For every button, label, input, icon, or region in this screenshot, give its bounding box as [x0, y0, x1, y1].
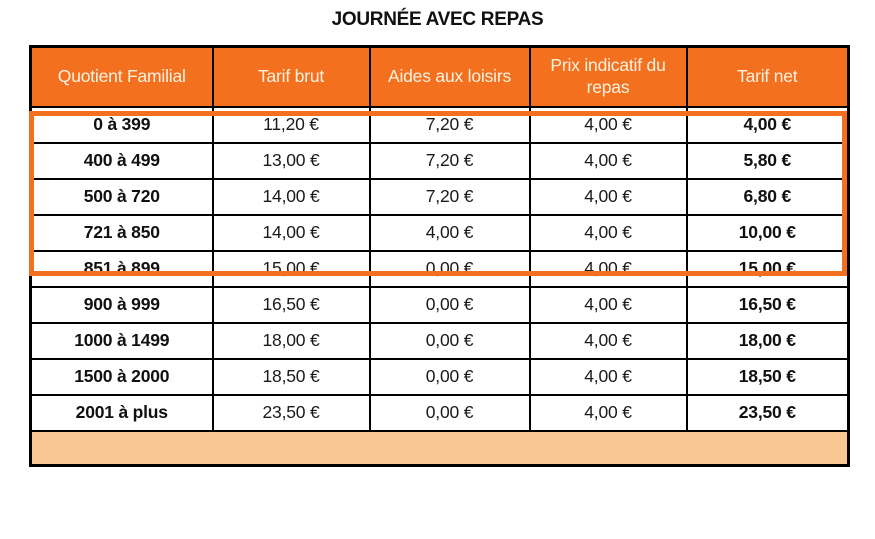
cell-prix-repas: 4,00 € [528, 321, 688, 360]
column-header-prix-repas: Prix indicatif du repas [528, 45, 688, 108]
cell-tarif-net: 10,00 € [685, 213, 850, 252]
table-row: 851 à 899 15,00 € 0,00 € 4,00 € 15,00 € [29, 249, 850, 288]
cell-quotient-familial: 721 à 850 [29, 213, 214, 252]
cell-aides-loisirs: 7,20 € [368, 141, 531, 180]
table-row: 400 à 499 13,00 € 7,20 € 4,00 € 5,80 € [29, 141, 850, 180]
cell-tarif-net: 16,50 € [685, 285, 850, 324]
tariff-table: Quotient Familial Tarif brut Aides aux l… [29, 45, 850, 467]
table-row: 0 à 399 11,20 € 7,20 € 4,00 € 4,00 € [29, 105, 850, 144]
cell-tarif-net: 18,50 € [685, 357, 850, 396]
column-header-aides-loisirs: Aides aux loisirs [368, 45, 531, 108]
cell-tarif-net: 23,50 € [685, 393, 850, 432]
cell-aides-loisirs: 0,00 € [368, 357, 531, 396]
table-body: 0 à 399 11,20 € 7,20 € 4,00 € 4,00 € 400… [29, 105, 850, 432]
cell-tarif-brut: 15,00 € [211, 249, 371, 288]
cell-quotient-familial: 900 à 999 [29, 285, 214, 324]
table-row: 900 à 999 16,50 € 0,00 € 4,00 € 16,50 € [29, 285, 850, 324]
cell-tarif-brut: 23,50 € [211, 393, 371, 432]
footer-row [29, 429, 850, 467]
table-row: 721 à 850 14,00 € 4,00 € 4,00 € 10,00 € [29, 213, 850, 252]
cell-tarif-brut: 13,00 € [211, 141, 371, 180]
cell-aides-loisirs: 7,20 € [368, 105, 531, 144]
cell-aides-loisirs: 0,00 € [368, 285, 531, 324]
column-header-tarif-brut: Tarif brut [211, 45, 371, 108]
cell-quotient-familial: 1500 à 2000 [29, 357, 214, 396]
header-row: Quotient Familial Tarif brut Aides aux l… [29, 45, 850, 108]
cell-prix-repas: 4,00 € [528, 105, 688, 144]
cell-prix-repas: 4,00 € [528, 141, 688, 180]
cell-tarif-net: 15,00 € [685, 249, 850, 288]
cell-tarif-net: 6,80 € [685, 177, 850, 216]
cell-quotient-familial: 500 à 720 [29, 177, 214, 216]
cell-tarif-brut: 11,20 € [211, 105, 371, 144]
cell-quotient-familial: 400 à 499 [29, 141, 214, 180]
cell-aides-loisirs: 4,00 € [368, 213, 531, 252]
cell-quotient-familial: 2001 à plus [29, 393, 214, 432]
column-header-tarif-net: Tarif net [685, 45, 850, 108]
cell-prix-repas: 4,00 € [528, 285, 688, 324]
cell-tarif-net: 4,00 € [685, 105, 850, 144]
page-title: JOURNÉE AVEC REPAS [331, 9, 544, 30]
cell-prix-repas: 4,00 € [528, 393, 688, 432]
column-header-quotient-familial: Quotient Familial [29, 45, 214, 108]
cell-aides-loisirs: 0,00 € [368, 321, 531, 360]
cell-prix-repas: 4,00 € [528, 213, 688, 252]
cell-aides-loisirs: 7,20 € [368, 177, 531, 216]
cell-tarif-brut: 14,00 € [211, 177, 371, 216]
cell-tarif-brut: 18,50 € [211, 357, 371, 396]
table-row: 1500 à 2000 18,50 € 0,00 € 4,00 € 18,50 … [29, 357, 850, 396]
table-row: 2001 à plus 23,50 € 0,00 € 4,00 € 23,50 … [29, 393, 850, 432]
tariff-table-grid: Quotient Familial Tarif brut Aides aux l… [29, 45, 850, 467]
cell-tarif-net: 5,80 € [685, 141, 850, 180]
cell-quotient-familial: 1000 à 1499 [29, 321, 214, 360]
table-row: 1000 à 1499 18,00 € 0,00 € 4,00 € 18,00 … [29, 321, 850, 360]
table-header: Quotient Familial Tarif brut Aides aux l… [29, 45, 850, 108]
footer-empty-cell [29, 429, 850, 467]
cell-quotient-familial: 0 à 399 [29, 105, 214, 144]
cell-tarif-brut: 18,00 € [211, 321, 371, 360]
cell-quotient-familial: 851 à 899 [29, 249, 214, 288]
cell-tarif-brut: 16,50 € [211, 285, 371, 324]
cell-prix-repas: 4,00 € [528, 249, 688, 288]
cell-aides-loisirs: 0,00 € [368, 249, 531, 288]
table-footer [29, 429, 850, 467]
cell-tarif-brut: 14,00 € [211, 213, 371, 252]
cell-prix-repas: 4,00 € [528, 177, 688, 216]
cell-prix-repas: 4,00 € [528, 357, 688, 396]
cell-aides-loisirs: 0,00 € [368, 393, 531, 432]
table-row: 500 à 720 14,00 € 7,20 € 4,00 € 6,80 € [29, 177, 850, 216]
cell-tarif-net: 18,00 € [685, 321, 850, 360]
